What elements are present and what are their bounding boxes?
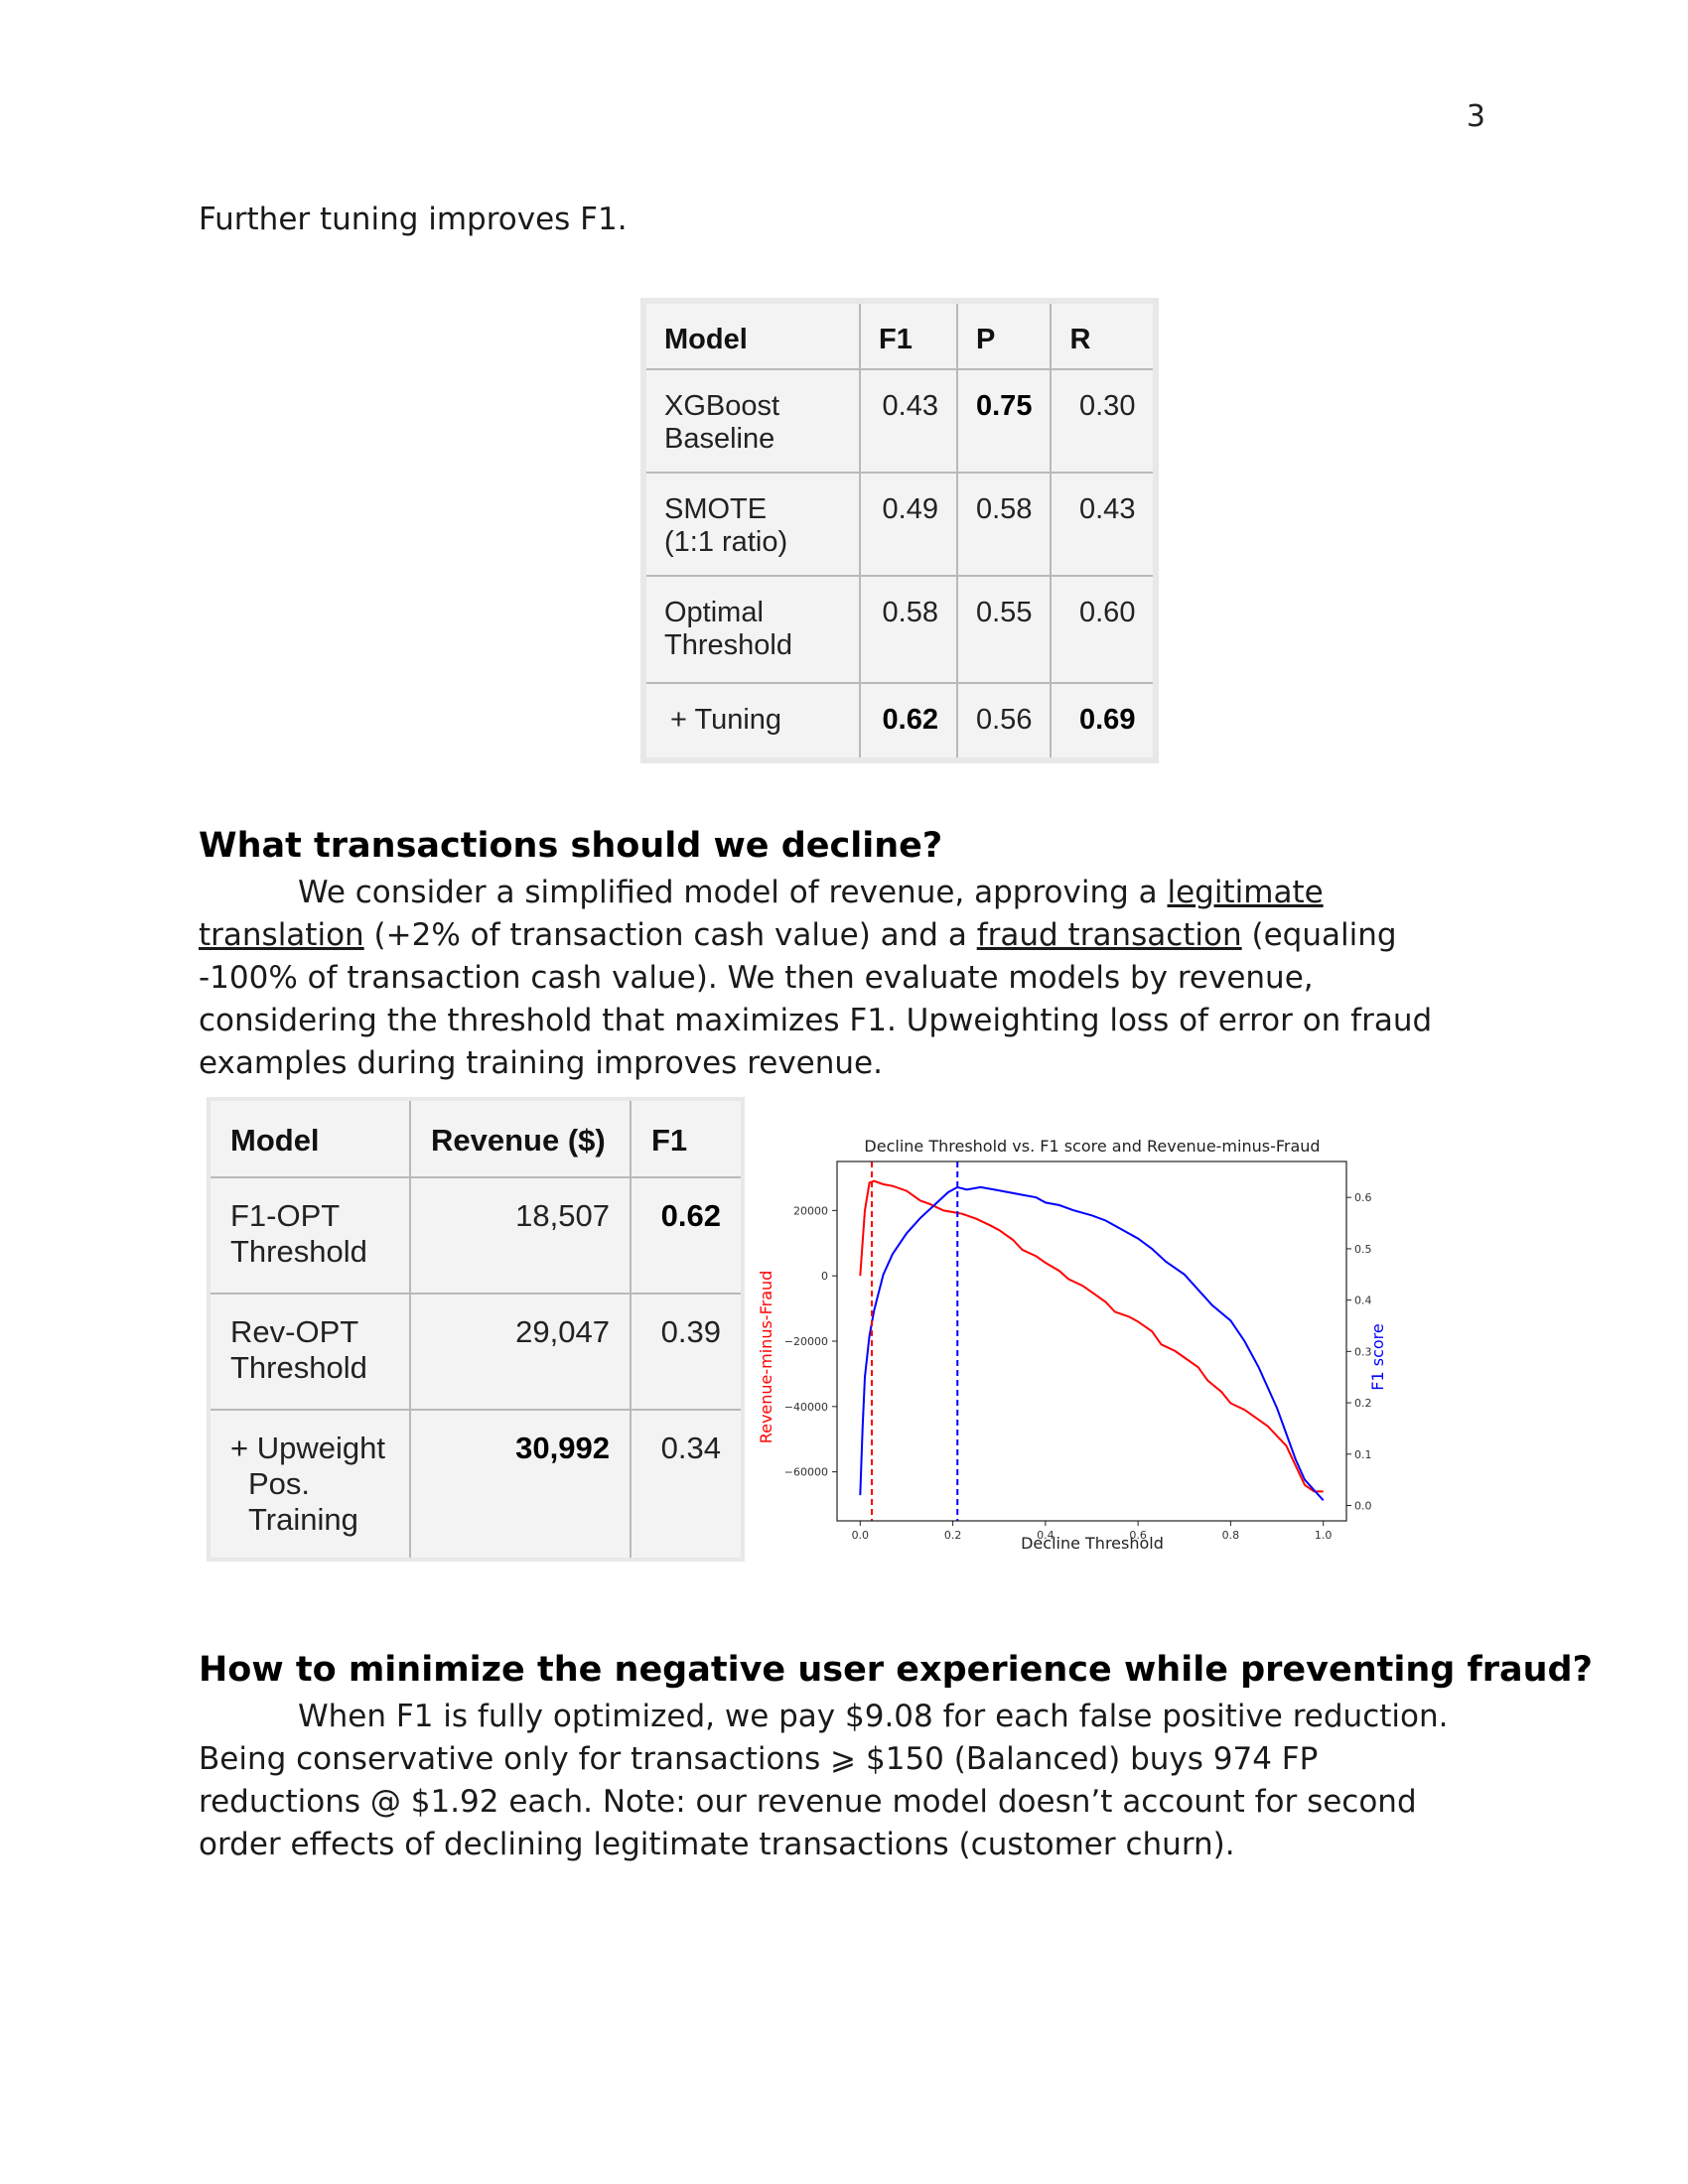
- model-cell: Optimal Threshold: [642, 575, 861, 684]
- x-tick-label: 0.2: [944, 1529, 962, 1542]
- fraud-transaction-link[interactable]: fraud transaction: [976, 917, 1242, 953]
- section-heading-user-experience: How to minimize the negative user experi…: [199, 1650, 1593, 1690]
- right-y-tick-label: 0.1: [1354, 1448, 1372, 1461]
- left-y-tick-label: −60000: [784, 1466, 828, 1479]
- right-y-tick-label: 0.0: [1354, 1499, 1372, 1512]
- right-y-tick-label: 0.6: [1354, 1191, 1372, 1204]
- revenue-cell: 18,507: [409, 1176, 632, 1295]
- column-header-revenue: Revenue ($): [409, 1098, 632, 1178]
- model-name-line2: Baseline: [664, 423, 775, 455]
- right-y-tick-label: 0.3: [1354, 1345, 1372, 1358]
- model-cell: SMOTE (1:1 ratio): [642, 472, 861, 577]
- table-header-row: Model Revenue ($) F1: [208, 1098, 744, 1178]
- precision-cell: 0.58: [955, 472, 1053, 577]
- x-tick-label: 0.6: [1129, 1529, 1147, 1542]
- right-y-tick-label: 0.4: [1354, 1295, 1372, 1307]
- chart-left-axis-label: Revenue-minus-Fraud: [757, 1271, 775, 1444]
- intro-text: Further tuning improves F1.: [199, 202, 628, 237]
- revenue-series-line: [859, 1179, 1324, 1493]
- recall-cell: 0.69: [1050, 682, 1158, 761]
- model-name: SMOTE: [664, 493, 768, 525]
- user-experience-paragraph: When F1 is fully optimized, we pay $9.08…: [199, 1696, 1489, 1866]
- table-row: SMOTE (1:1 ratio) 0.49 0.58 0.43: [642, 472, 1158, 577]
- left-y-tick-label: 0: [821, 1270, 828, 1283]
- revenue-cell: 30,992: [409, 1409, 632, 1561]
- right-y-tick-label: 0.5: [1354, 1243, 1372, 1256]
- x-tick-label: 1.0: [1315, 1529, 1333, 1542]
- model-name-line2: Threshold: [230, 1234, 367, 1269]
- model-cell: F1-OPT Threshold: [208, 1176, 411, 1295]
- tuning-results-table: Model F1 P R XGBoost Baseline 0.43 0.75 0…: [640, 298, 1160, 763]
- revenue-cell: 29,047: [409, 1293, 632, 1411]
- legitimate-translation-link[interactable]: legitimate translation: [199, 875, 1324, 953]
- model-name: + Upweight: [230, 1431, 385, 1465]
- model-name-line2: Pos.: [248, 1466, 311, 1501]
- table-row: + Upweight Pos. Training 30,992 0.34: [208, 1409, 744, 1561]
- table-row: Optimal Threshold 0.58 0.55 0.60: [642, 575, 1158, 684]
- x-tick-label: 0.4: [1037, 1529, 1055, 1542]
- model-name-line2: Threshold: [664, 629, 792, 661]
- page-number: 3: [1466, 99, 1485, 134]
- model-cell: XGBoost Baseline: [642, 368, 861, 474]
- column-header-precision: P: [955, 300, 1053, 370]
- f1-cell: 0.62: [630, 1176, 744, 1295]
- paragraph-text: When F1 is fully optimized, we pay $9.08…: [199, 1699, 1449, 1862]
- model-cell: + Tuning: [642, 682, 861, 761]
- chart-title: Decline Threshold vs. F1 score and Reven…: [864, 1137, 1320, 1156]
- paragraph-text: (+2% of transaction cash value) and a: [363, 917, 977, 953]
- column-header-f1: F1: [859, 300, 958, 370]
- column-header-model: Model: [208, 1098, 411, 1178]
- recall-cell: 0.30: [1050, 368, 1158, 474]
- f1-cell: 0.43: [859, 368, 958, 474]
- paragraph-text: (equaling -100% of transaction cash valu…: [199, 917, 1433, 1081]
- table-row: + Tuning 0.62 0.56 0.69: [642, 682, 1158, 761]
- f1-cell: 0.58: [859, 575, 958, 684]
- model-name-line2: (1:1 ratio): [664, 526, 788, 558]
- table-row: Rev-OPT Threshold 29,047 0.39: [208, 1293, 744, 1411]
- model-cell: + Upweight Pos. Training: [208, 1409, 411, 1561]
- chart-x-axis-label: Decline Threshold: [1021, 1534, 1164, 1553]
- model-name: Optimal: [664, 597, 764, 628]
- table-row: F1-OPT Threshold 18,507 0.62: [208, 1176, 744, 1295]
- column-header-recall: R: [1050, 300, 1158, 370]
- f1-cell: 0.39: [630, 1293, 744, 1411]
- precision-cell: 0.56: [955, 682, 1053, 761]
- revenue-results-table: Model Revenue ($) F1 F1-OPT Threshold 18,…: [207, 1097, 745, 1562]
- recall-cell: 0.60: [1050, 575, 1158, 684]
- left-y-tick-label: −40000: [784, 1401, 828, 1414]
- chart-lines: [859, 1161, 1325, 1521]
- section-heading-decline: What transactions should we decline?: [199, 826, 943, 866]
- left-y-tick-label: −20000: [784, 1335, 828, 1348]
- x-tick-label: 0.8: [1222, 1529, 1240, 1542]
- chart-plot-frame: [836, 1160, 1347, 1522]
- threshold-chart: Decline Threshold vs. F1 score and Reven…: [757, 1137, 1387, 1553]
- chart-ticks: 0.0 0.2 0.4 0.6 0.8 1.0 20000 0 −20000 −40000 −600…: [784, 1191, 1372, 1542]
- right-y-tick-label: 0.2: [1354, 1397, 1372, 1410]
- f1-cell: 0.62: [859, 682, 958, 761]
- model-name: F1-OPT: [230, 1198, 341, 1233]
- table-header-row: Model F1 P R: [642, 300, 1158, 370]
- model-cell: Rev-OPT Threshold: [208, 1293, 411, 1411]
- column-header-f1: F1: [630, 1098, 744, 1178]
- left-y-tick-label: 20000: [793, 1204, 828, 1217]
- table-row: XGBoost Baseline 0.43 0.75 0.30: [642, 368, 1158, 474]
- f1-series-line: [859, 1185, 1325, 1501]
- model-name: Rev-OPT: [230, 1314, 359, 1349]
- model-name-line3: Training: [248, 1502, 358, 1537]
- precision-cell: 0.55: [955, 575, 1053, 684]
- decline-paragraph: We consider a simplified model of revenu…: [199, 872, 1489, 1085]
- paragraph-text: We consider a simplified model of revenu…: [298, 875, 1168, 910]
- chart-right-axis-label: F1 score: [1368, 1323, 1387, 1390]
- f1-cell: 0.49: [859, 472, 958, 577]
- model-name: + Tuning: [670, 704, 782, 736]
- x-tick-label: 0.0: [852, 1529, 870, 1542]
- model-name-line2: Threshold: [230, 1350, 367, 1385]
- precision-cell: 0.75: [955, 368, 1053, 474]
- f1-cell: 0.34: [630, 1409, 744, 1561]
- recall-cell: 0.43: [1050, 472, 1158, 577]
- column-header-model: Model: [642, 300, 861, 370]
- model-name: XGBoost: [664, 390, 780, 422]
